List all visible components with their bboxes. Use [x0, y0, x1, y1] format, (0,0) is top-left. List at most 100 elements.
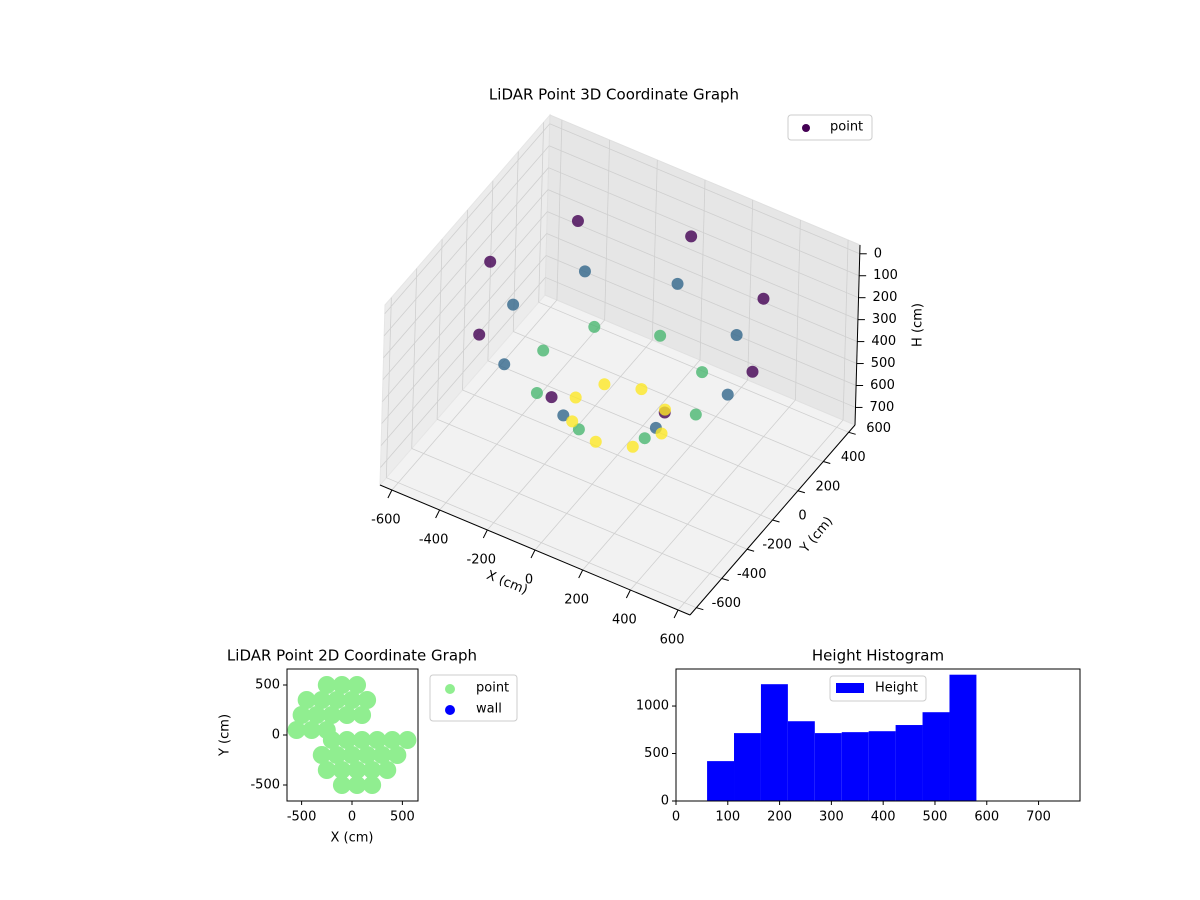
axis-line — [854, 244, 861, 426]
y-tick-label: 0 — [798, 509, 806, 524]
point — [332, 776, 351, 794]
z-axis-label: H (cm) — [911, 303, 926, 347]
point — [566, 415, 579, 428]
point — [588, 320, 601, 333]
point — [757, 292, 770, 305]
point — [388, 746, 407, 764]
legend-label: point — [830, 120, 863, 135]
point — [721, 388, 734, 401]
grid-line — [604, 139, 611, 321]
grid-line — [382, 189, 549, 380]
point — [696, 366, 709, 379]
x-tick-label: -200 — [467, 553, 497, 568]
y-tick-label: -500 — [250, 778, 280, 793]
chart-title: LiDAR Point 2D Coordinate Graph — [227, 647, 477, 665]
tick-mark — [823, 461, 831, 465]
x-tick-label: 0 — [525, 573, 533, 588]
point — [398, 731, 417, 749]
bar — [734, 733, 761, 801]
grid-line — [794, 219, 801, 401]
point — [322, 731, 341, 749]
tick-mark — [848, 431, 856, 435]
bar — [895, 725, 923, 801]
grid-line — [546, 233, 857, 364]
tick-mark — [772, 519, 780, 523]
point — [353, 706, 372, 724]
x-tick-label: 400 — [871, 810, 896, 825]
point — [571, 214, 584, 227]
bar — [787, 721, 815, 801]
tick-mark — [673, 609, 679, 619]
bar — [949, 674, 977, 801]
grid-line — [487, 360, 799, 492]
y-tick-label: 200 — [815, 479, 840, 494]
point — [307, 706, 326, 724]
y-tick-label: 1000 — [636, 699, 669, 714]
tick-mark — [387, 489, 393, 499]
x-tick-label: 0 — [672, 810, 680, 825]
point — [569, 391, 582, 404]
x-axis-label: X (cm) — [331, 831, 374, 846]
tick-mark — [482, 529, 488, 539]
point — [655, 427, 668, 440]
legend-patch — [836, 683, 864, 693]
y-tick-label: 500 — [255, 678, 280, 693]
tick-mark — [721, 577, 729, 581]
grid-line — [380, 255, 547, 446]
legend-marker — [445, 684, 455, 694]
point — [322, 706, 341, 724]
point — [498, 358, 511, 371]
point — [292, 706, 311, 724]
point — [654, 329, 667, 342]
point — [327, 691, 346, 709]
grid-line — [386, 477, 697, 609]
point — [730, 328, 743, 341]
point — [373, 746, 392, 764]
grid-line — [462, 389, 773, 521]
point — [530, 386, 543, 399]
grid-line — [411, 268, 418, 449]
grid-line — [699, 179, 706, 361]
point — [626, 440, 639, 453]
y-tick-label: -600 — [712, 596, 742, 611]
z-tick-label: 200 — [873, 290, 898, 305]
grid-line — [411, 448, 722, 579]
tick-mark — [797, 490, 806, 494]
z-tick-label: 400 — [871, 334, 896, 349]
grid-line — [547, 211, 858, 342]
bar — [868, 731, 896, 801]
point — [297, 691, 316, 709]
grid-line — [436, 418, 748, 550]
point — [302, 721, 321, 739]
x-tick-label: 200 — [564, 593, 589, 608]
y-tick-label: 0 — [272, 728, 280, 743]
x-tick-label: -600 — [371, 513, 401, 528]
point — [638, 432, 651, 445]
tick-mark — [696, 607, 704, 611]
point — [348, 776, 367, 794]
grid-line — [747, 199, 754, 381]
grid-line — [487, 180, 494, 361]
bar — [922, 712, 950, 801]
grid-line — [383, 145, 550, 336]
point — [363, 761, 382, 779]
grid-line — [436, 239, 443, 420]
point — [484, 255, 497, 268]
x-axis-label: X (cm) — [484, 568, 529, 598]
x-tick-label: 400 — [612, 613, 637, 628]
point — [358, 746, 377, 764]
grid-line — [513, 331, 824, 462]
grid-line — [538, 122, 545, 303]
point — [348, 676, 367, 694]
grid-line — [381, 233, 548, 424]
point — [363, 776, 382, 794]
z-tick-label: 300 — [872, 312, 897, 327]
point — [537, 344, 550, 357]
point — [746, 365, 759, 378]
point — [378, 761, 397, 779]
grid-line — [385, 297, 392, 478]
grid-line — [384, 123, 551, 315]
chart-3d: -600-400-2000200400600-600-400-200020040… — [371, 113, 898, 648]
point — [507, 298, 520, 311]
